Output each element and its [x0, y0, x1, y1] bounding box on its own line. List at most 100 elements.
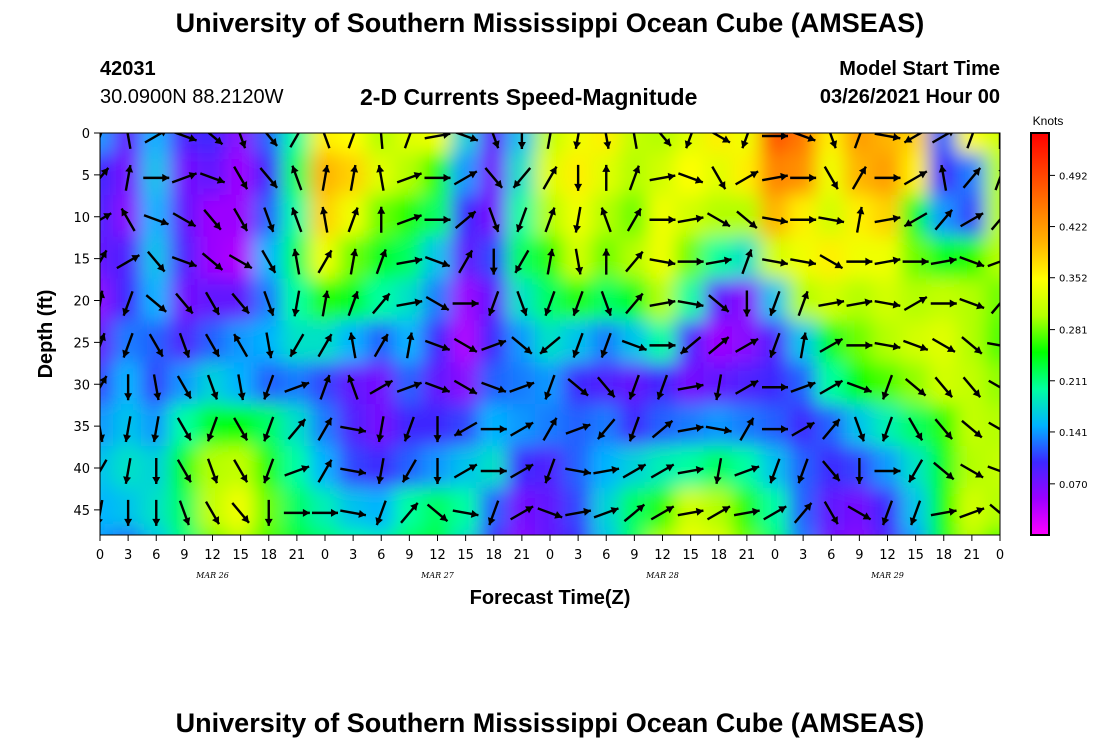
- current-arrow: [677, 466, 704, 475]
- chart-title: 2-D Currents Speed-Magnitude: [360, 84, 698, 110]
- current-arrow: [206, 458, 219, 484]
- current-arrow: [909, 500, 922, 526]
- current-arrow: [152, 458, 161, 484]
- x-axis-label: Forecast Time(Z): [470, 587, 631, 609]
- current-arrow: [797, 290, 809, 317]
- heatmap-cell: [100, 278, 116, 323]
- heatmap-cell: [169, 278, 200, 323]
- heatmap-cell: [563, 446, 594, 490]
- heatmap-cell: [928, 529, 959, 535]
- heatmap-cell: [788, 194, 819, 239]
- current-arrow: [172, 212, 197, 228]
- current-arrow: [959, 297, 985, 310]
- current-arrow: [735, 337, 759, 353]
- footer-title: University of Southern Mississippi Ocean…: [175, 708, 925, 738]
- heatmap-cell: [816, 487, 847, 532]
- heatmap-cell: [100, 362, 116, 407]
- current-arrow: [988, 421, 1000, 431]
- current-arrow: [855, 458, 864, 484]
- current-arrow: [930, 507, 957, 517]
- current-arrow: [708, 294, 730, 313]
- current-arrow: [713, 457, 723, 485]
- current-arrow: [539, 336, 561, 355]
- x-tick-label: 6: [602, 548, 610, 563]
- current-arrow: [396, 298, 423, 307]
- current-arrow: [126, 133, 132, 150]
- x-tick-label: 6: [827, 548, 835, 563]
- current-arrow: [100, 249, 108, 265]
- current-arrow: [454, 210, 477, 230]
- heatmap-cell: [844, 152, 875, 197]
- heatmap-cell: [872, 529, 903, 535]
- x-tick-label: 15: [232, 548, 249, 563]
- current-arrow: [261, 249, 277, 274]
- heatmap-cell: [619, 278, 650, 323]
- heatmap-cell: [956, 446, 987, 490]
- current-arrow: [510, 505, 534, 521]
- heatmap-cell: [900, 194, 931, 239]
- current-arrow: [961, 336, 983, 355]
- x-tick-label: 3: [349, 548, 357, 563]
- heatmap-cell: [309, 529, 341, 535]
- heatmap-cell: [928, 404, 959, 449]
- current-arrow: [347, 374, 359, 400]
- current-arrow: [424, 215, 451, 224]
- date-label: MAR 28: [645, 571, 679, 580]
- current-arrow: [542, 417, 558, 441]
- current-arrow: [934, 376, 954, 398]
- heatmap-cell: [366, 362, 397, 407]
- current-arrow: [262, 458, 275, 484]
- heatmap-cell: [759, 404, 791, 449]
- current-arrow: [593, 507, 619, 519]
- heatmap-cell: [731, 529, 762, 535]
- colorbar-tick-label: 0.141: [1059, 428, 1088, 439]
- x-tick-label: 3: [799, 548, 807, 563]
- heatmap-cell: [450, 446, 481, 490]
- heatmap-cell: [900, 236, 931, 281]
- current-arrow: [375, 500, 387, 526]
- heatmap-cell: [197, 529, 228, 535]
- current-arrow: [317, 249, 333, 274]
- current-arrow: [853, 133, 862, 149]
- current-arrow: [452, 509, 479, 518]
- heatmap-cell: [225, 236, 256, 281]
- current-arrow: [706, 505, 731, 521]
- current-arrow: [846, 257, 873, 266]
- current-arrow: [322, 133, 331, 149]
- current-arrow: [231, 292, 250, 315]
- heatmap-cell: [366, 529, 397, 535]
- heatmap-cell: [619, 133, 650, 155]
- heatmap-cell: [872, 152, 903, 197]
- current-arrow: [761, 216, 789, 225]
- current-arrow: [650, 463, 675, 479]
- current-arrow: [855, 206, 865, 233]
- heatmap-cell: [816, 236, 847, 281]
- heatmap-cell: [422, 194, 453, 239]
- heatmap-cell: [675, 278, 706, 323]
- current-arrow: [340, 425, 367, 435]
- current-arrow: [574, 164, 583, 191]
- current-arrow: [206, 374, 219, 400]
- heatmap-cell: [338, 487, 369, 532]
- heatmap-cell: [647, 194, 678, 239]
- current-arrow: [403, 416, 415, 442]
- heatmap-cell: [506, 320, 537, 365]
- heatmap-cell: [169, 446, 200, 490]
- current-arrow: [424, 339, 451, 352]
- current-arrow: [930, 299, 957, 308]
- current-arrow: [677, 424, 704, 433]
- heatmap-cell: [506, 529, 537, 535]
- current-arrow: [237, 374, 246, 401]
- current-arrow: [312, 508, 338, 517]
- heatmap-cell: [984, 194, 1000, 239]
- current-arrow: [705, 425, 732, 435]
- current-arrow: [677, 507, 704, 517]
- heatmap-cell: [506, 446, 537, 490]
- current-arrow: [487, 290, 500, 317]
- heatmap-cell: [113, 236, 144, 281]
- heatmap-cell: [100, 133, 116, 155]
- current-arrow: [287, 418, 307, 440]
- heatmap-cell: [984, 133, 1000, 155]
- current-arrow: [481, 339, 507, 351]
- heatmap-cell: [253, 236, 284, 281]
